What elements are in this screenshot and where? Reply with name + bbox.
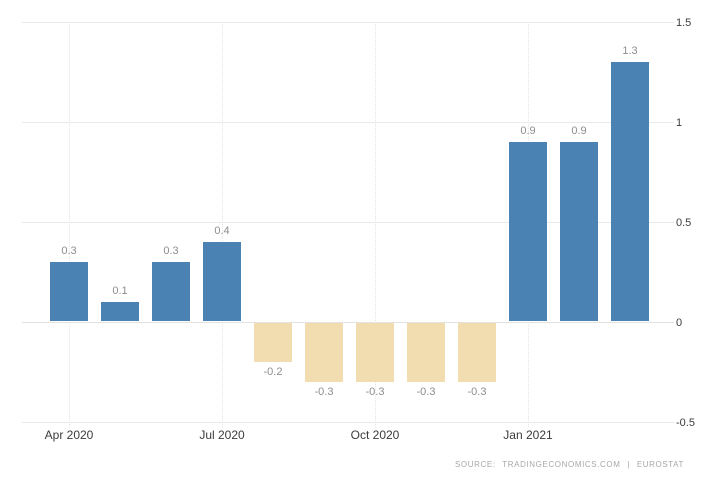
bar-sep-2020[interactable]	[305, 323, 343, 382]
bar-jun-2020[interactable]	[152, 262, 190, 321]
bar-feb-2021[interactable]	[560, 142, 598, 321]
y-gridline	[22, 322, 674, 323]
x-gridline	[222, 22, 223, 427]
bar-dec-2020[interactable]	[458, 323, 496, 382]
y-axis-label: 1.5	[676, 16, 692, 29]
y-gridline	[22, 22, 674, 23]
y-axis-label: -0.5	[676, 416, 695, 429]
x-gridline	[375, 22, 376, 427]
y-gridline	[22, 422, 674, 423]
y-gridline	[22, 222, 674, 223]
bar-apr-2020[interactable]	[50, 262, 88, 321]
bar-value-label: -0.3	[416, 386, 436, 398]
bar-value-label: -0.2	[263, 366, 283, 378]
x-axis-label: Jul 2020	[199, 428, 245, 442]
bar-jul-2020[interactable]	[203, 242, 241, 321]
y-gridline	[22, 122, 674, 123]
bar-value-label: -0.3	[314, 386, 334, 398]
bar-value-label: 0.4	[214, 225, 230, 237]
bar-may-2020[interactable]	[101, 302, 139, 321]
y-axis-label: 0	[676, 316, 683, 329]
bar-jan-2021[interactable]	[509, 142, 547, 321]
bar-aug-2020[interactable]	[254, 323, 292, 362]
y-axis-label: 1	[676, 116, 683, 129]
source-credit: SOURCE: TRADINGECONOMICS.COM | EUROSTAT	[454, 460, 684, 469]
bar-value-label: 0.1	[112, 285, 128, 297]
x-axis-label: Jan 2021	[503, 428, 553, 442]
x-axis-label: Apr 2020	[44, 428, 94, 442]
bar-value-label: 0.3	[163, 245, 179, 257]
bar-value-label: 0.9	[520, 125, 536, 137]
bar-value-label: 0.9	[571, 125, 587, 137]
y-axis-label: 0.5	[676, 216, 692, 229]
bar-oct-2020[interactable]	[356, 323, 394, 382]
bar-value-label: -0.3	[365, 386, 385, 398]
bar-mar-2021[interactable]	[611, 62, 649, 321]
x-gridline	[69, 22, 70, 427]
bar-value-label: 0.3	[61, 245, 77, 257]
x-axis-label: Oct 2020	[350, 428, 400, 442]
bar-value-label: 1.3	[622, 45, 638, 57]
bar-nov-2020[interactable]	[407, 323, 445, 382]
bar-value-label: -0.3	[467, 386, 487, 398]
